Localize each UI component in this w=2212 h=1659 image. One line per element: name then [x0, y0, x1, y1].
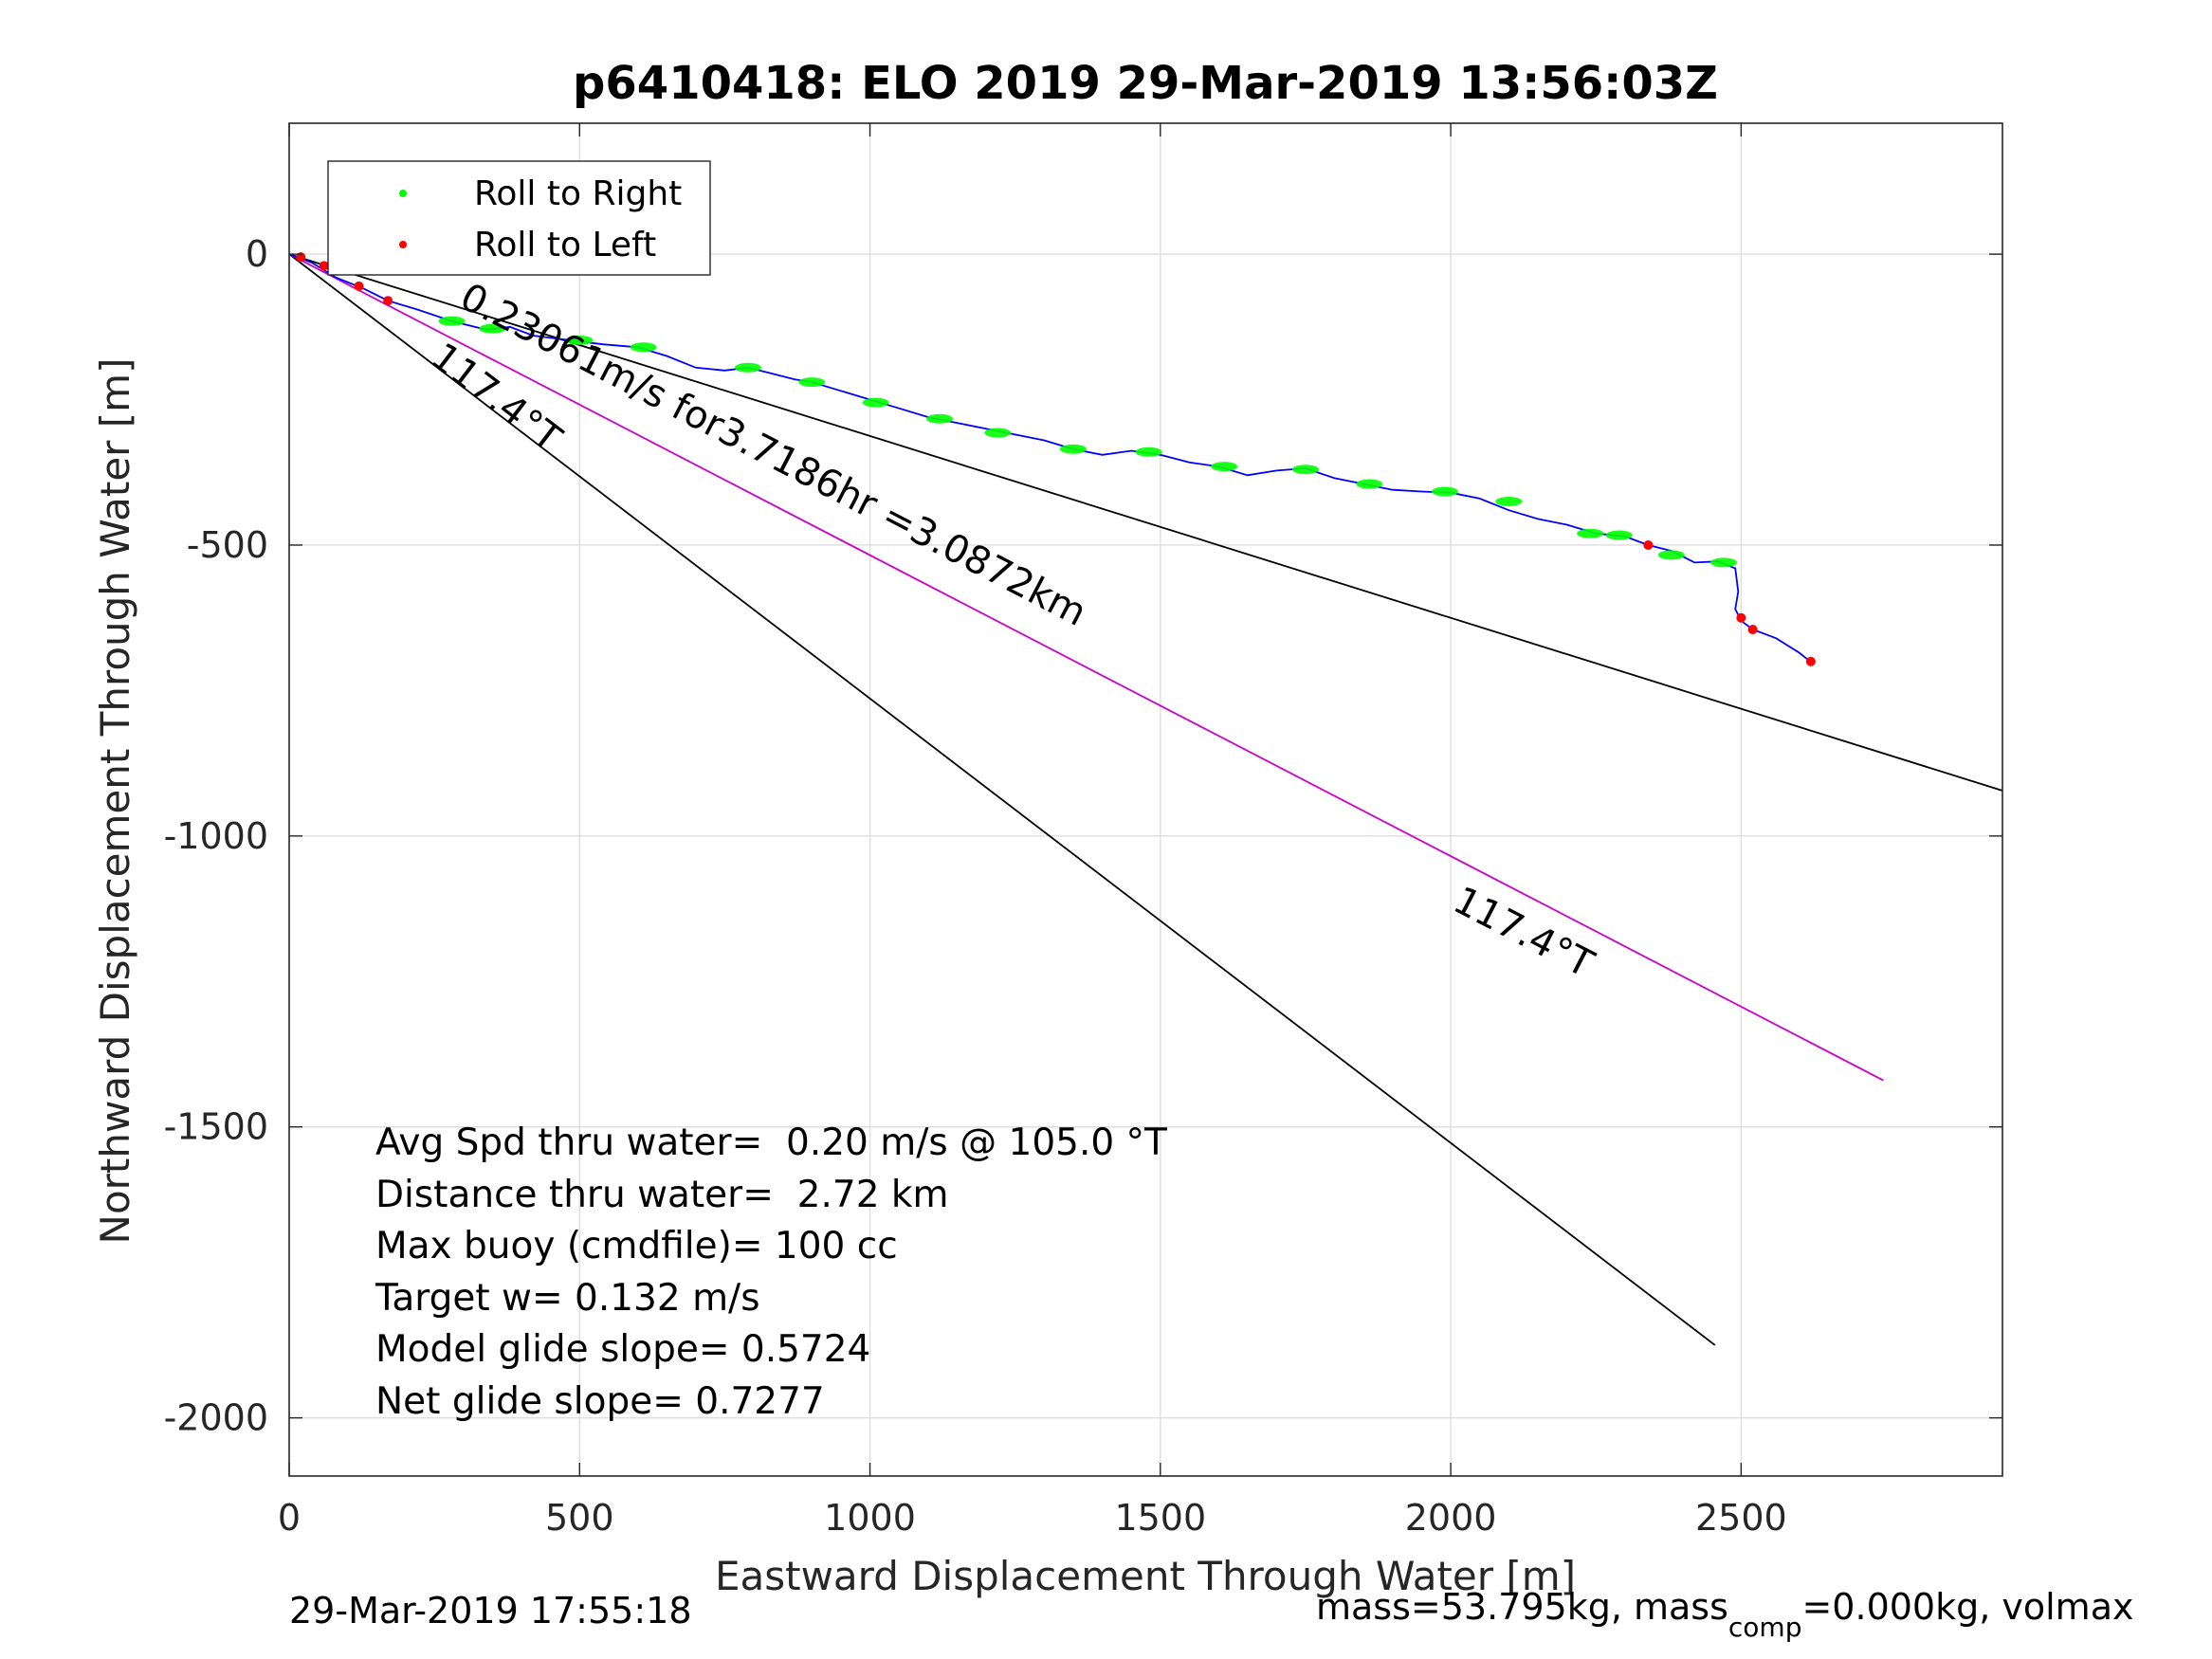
plot-frame: [288, 122, 2003, 1477]
roll-right-point: [1291, 465, 1319, 475]
stats-block: Avg Spd thru water= 0.20 m/s @ 105.0 °T …: [375, 1121, 1167, 1423]
roll-right-point: [1211, 462, 1238, 472]
y-tick-label: 0: [246, 233, 268, 275]
roll-right-point: [862, 397, 889, 408]
roll-right-point: [1495, 496, 1523, 506]
chart-title: p6410418: ELO 2019 29-Mar-2019 13:56:03Z: [573, 57, 1718, 110]
roll-right-point: [1059, 444, 1087, 454]
roll-left-point: [383, 296, 393, 306]
footer-mass-info: mass=53.795kg, masscomp=0.000kg, volmax: [1316, 1586, 2133, 1643]
stat-distance: Distance thru water= 2.72 km: [375, 1174, 948, 1216]
tick-labels: 0 500 1000 1500 2000 2500 0 -500 -1000 -1500 -2000: [164, 233, 1787, 1539]
roll-right-point: [630, 342, 657, 353]
legend-marker-roll-left: [399, 241, 407, 248]
x-axis-label: Eastward Displacement Through Water [m]: [715, 1553, 1576, 1599]
legend: Roll to Right Roll to Left: [327, 160, 711, 276]
roll-left-point: [319, 261, 329, 271]
roll-points: [296, 252, 1816, 666]
roll-right-point: [1356, 479, 1383, 489]
bound-line: [288, 253, 1716, 1346]
y-axis-label: Northward Displacement Through Water [m]: [92, 358, 138, 1245]
legend-label-roll-right: Roll to Right: [474, 174, 682, 213]
roll-right-point: [1709, 557, 1737, 568]
y-tick-label: -2000: [164, 1397, 268, 1439]
stat-model-glide-slope: Model glide slope= 0.5724: [375, 1328, 870, 1371]
roll-right-point: [1135, 447, 1162, 457]
roll-right-point: [926, 413, 954, 424]
footer-mass-prefix: mass=53.795kg, mass: [1316, 1586, 1728, 1628]
footer-mass-subscript: comp: [1728, 1612, 1802, 1643]
roll-right-point: [798, 377, 826, 388]
roll-right-point: [734, 362, 761, 373]
legend-box: [327, 160, 711, 276]
heading-line-group: [288, 253, 1884, 1082]
y-tick-label: -1500: [164, 1106, 268, 1148]
footer-mass-suffix: =0.000kg, volmax: [1801, 1586, 2133, 1628]
roll-right-point: [1577, 528, 1604, 538]
heading-line: [288, 253, 1884, 1082]
roll-left-point: [1805, 656, 1816, 666]
stat-avg-speed: Avg Spd thru water= 0.20 m/s @ 105.0 °T: [375, 1121, 1167, 1164]
stat-target-w: Target w= 0.132 m/s: [375, 1277, 760, 1320]
roll-right-point: [438, 316, 466, 326]
stat-max-buoy: Max buoy (cmdfile)= 100 cc: [375, 1225, 898, 1267]
roll-right-point: [984, 428, 1012, 438]
x-tick-label: 0: [278, 1497, 301, 1539]
y-tick-label: -500: [187, 524, 268, 566]
footer-timestamp: 29-Mar-2019 17:55:18: [289, 1590, 692, 1632]
axis-ticks: [288, 123, 2002, 1476]
roll-right-point: [1605, 530, 1633, 540]
roll-left-point: [354, 281, 364, 291]
roll-right-point: [479, 323, 506, 334]
x-tick-label: 500: [545, 1497, 614, 1539]
roll-left-point: [1747, 624, 1758, 634]
roll-left-point: [1736, 612, 1746, 623]
plot-area: [289, 123, 2002, 1476]
x-tick-label: 1000: [824, 1497, 916, 1539]
roll-left-point: [1643, 539, 1654, 550]
roll-right-point: [1657, 550, 1685, 560]
y-tick-label: -1000: [164, 815, 268, 857]
legend-label-roll-left: Roll to Left: [474, 226, 656, 264]
x-tick-label: 1500: [1114, 1497, 1206, 1539]
legend-marker-roll-right: [399, 190, 407, 197]
roll-right-point: [566, 335, 594, 345]
roll-right-point: [1431, 486, 1458, 497]
x-tick-label: 2000: [1405, 1497, 1497, 1539]
x-tick-label: 2500: [1695, 1497, 1787, 1539]
stat-net-glide-slope: Net glide slope= 0.7277: [375, 1380, 825, 1423]
